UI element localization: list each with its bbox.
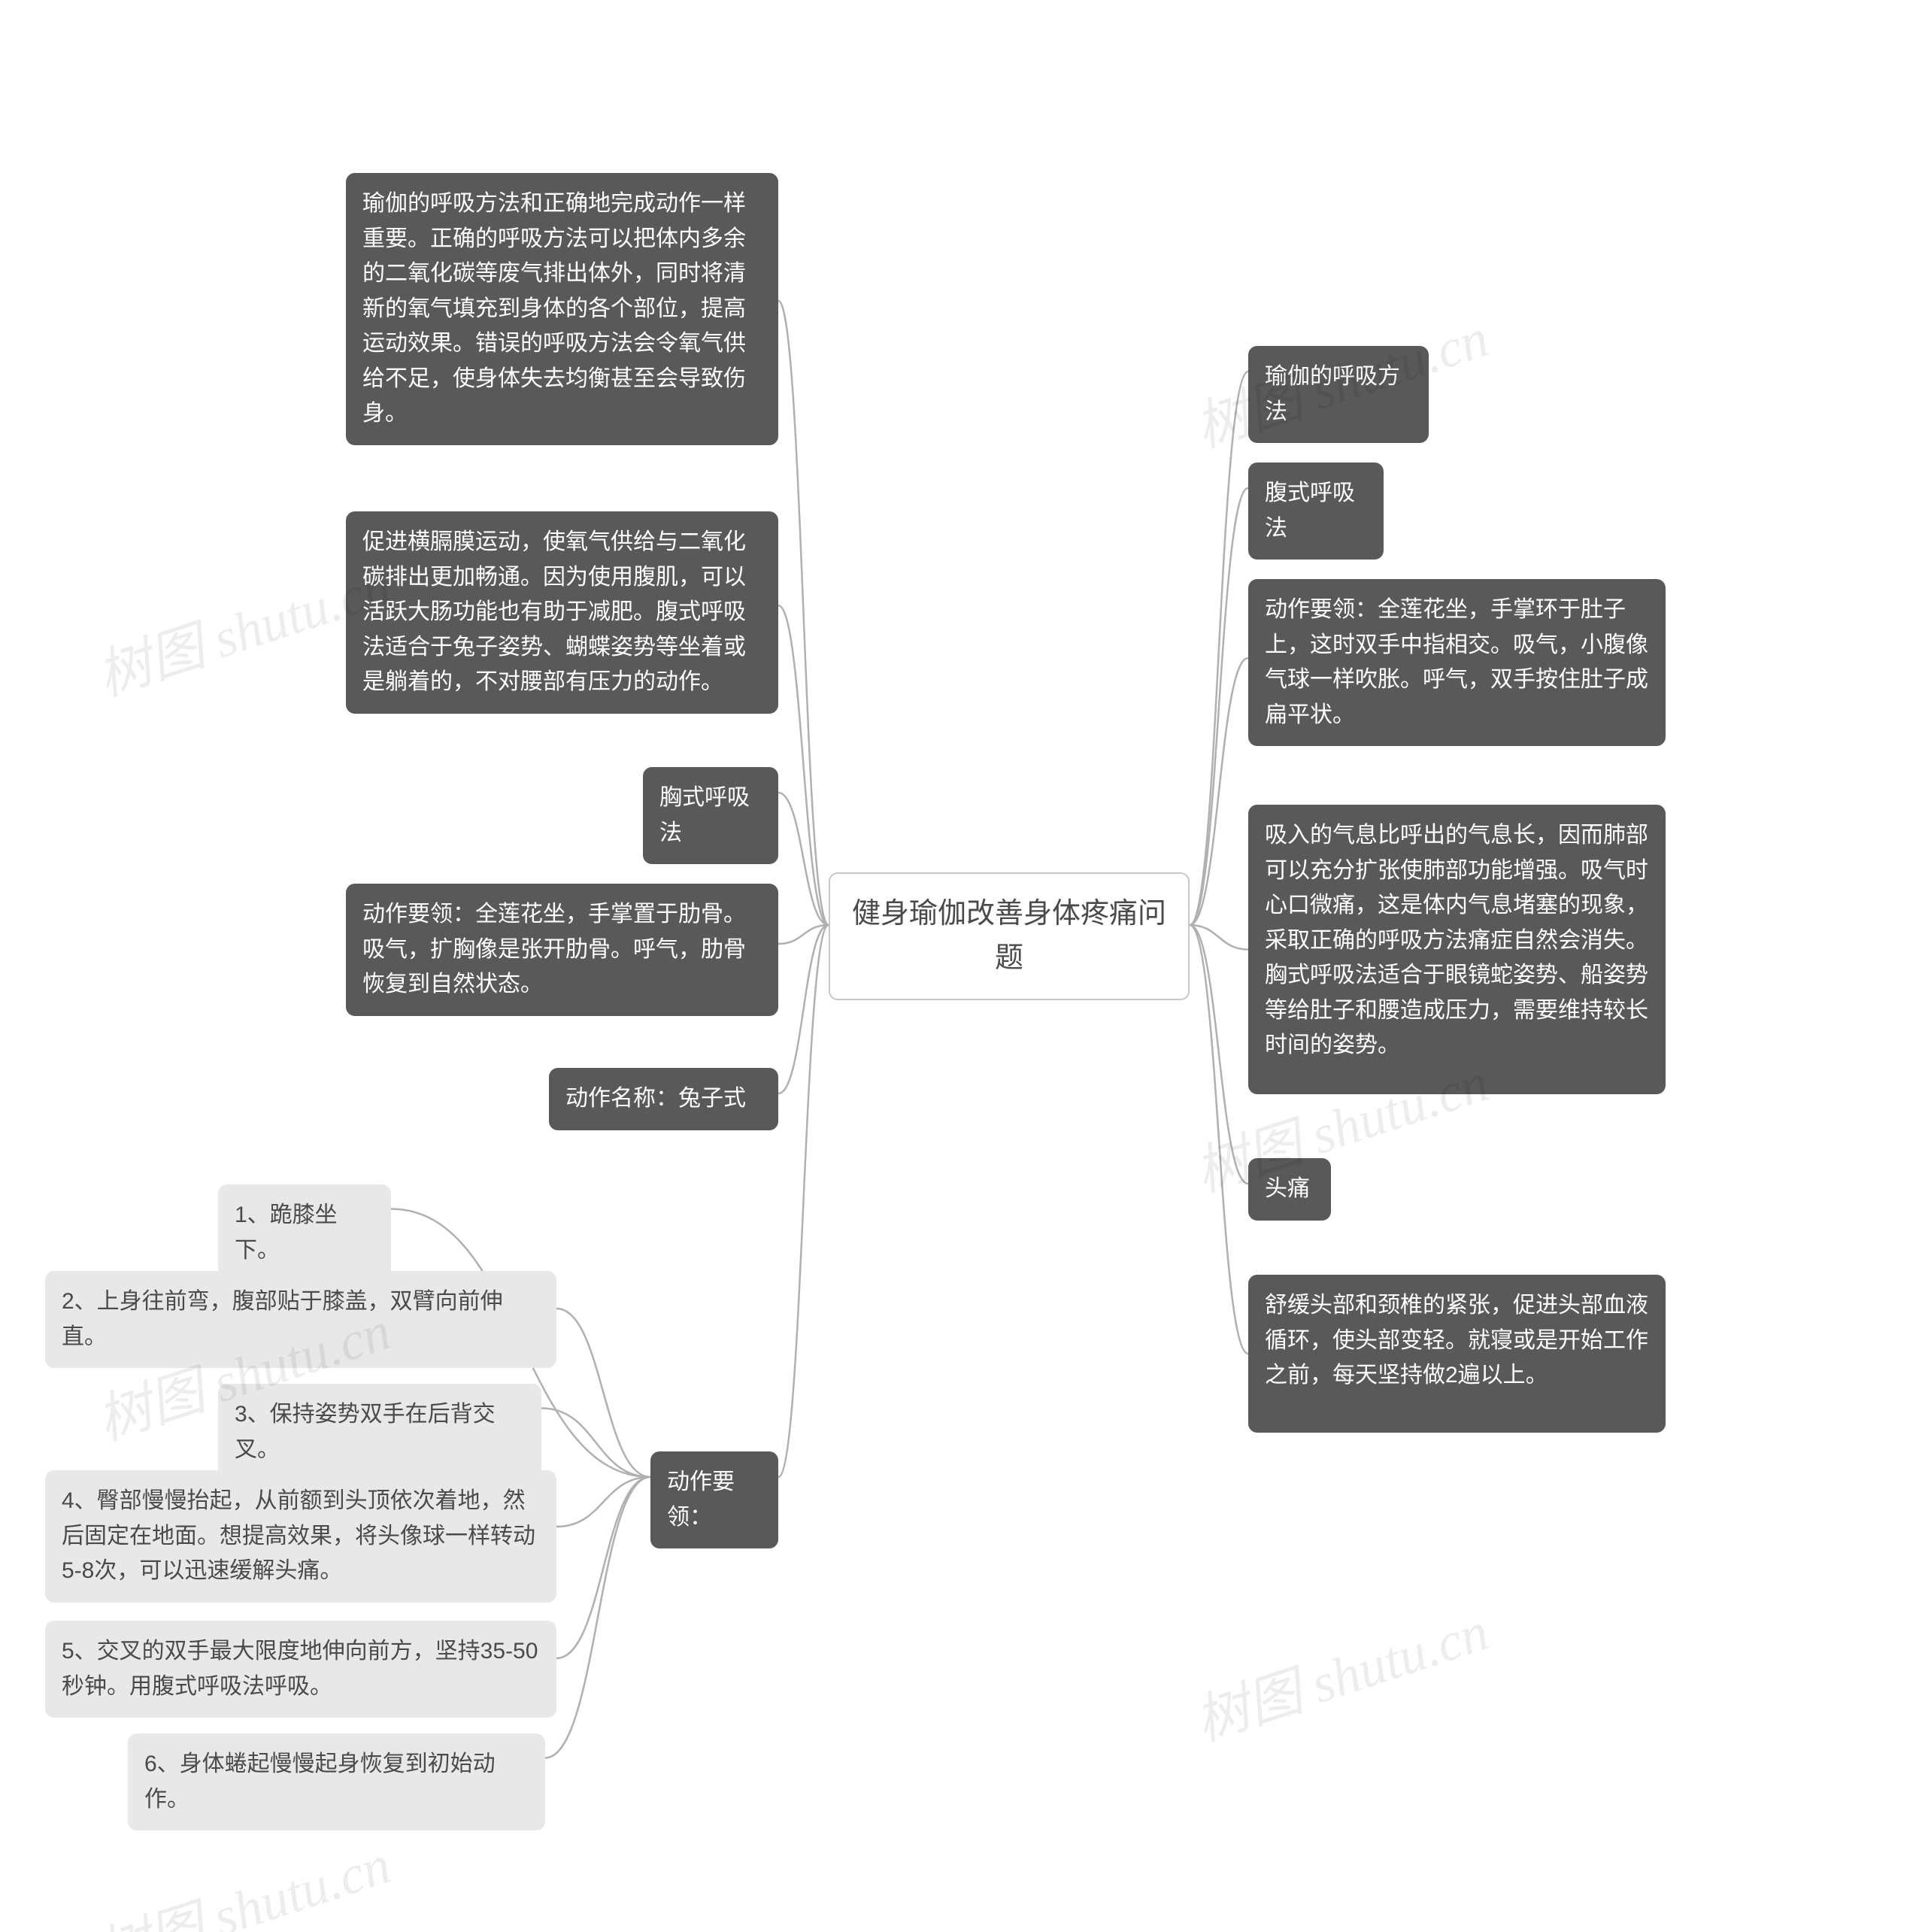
node-s5: 5、交叉的双手最大限度地伸向前方，坚持35-50秒钟。用腹式呼吸法呼吸。: [45, 1621, 556, 1718]
node-l5: 动作名称：兔子式: [549, 1068, 778, 1130]
node-s6: 6、身体蜷起慢慢起身恢复到初始动作。: [128, 1733, 545, 1830]
node-l2: 促进横膈膜运动，使氧气供给与二氧化碳排出更加畅通。因为使用腹肌，可以活跃大肠功能…: [346, 511, 778, 714]
node-l1: 瑜伽的呼吸方法和正确地完成动作一样重要。正确的呼吸方法可以把体内多余的二氧化碳等…: [346, 173, 778, 445]
node-s1: 1、跪膝坐下。: [218, 1184, 391, 1281]
node-s4: 4、臀部慢慢抬起，从前额到头顶依次着地，然后固定在地面。想提高效果，将头像球一样…: [45, 1470, 556, 1603]
node-s2: 2、上身往前弯，腹部贴于膝盖，双臂向前伸直。: [45, 1271, 556, 1368]
watermark: 树图 shutu.cn: [1184, 1587, 1497, 1756]
node-r3: 动作要领：全莲花坐，手掌环于肚子上，这时双手中指相交。吸气，小腹像气球一样吹胀。…: [1248, 579, 1666, 746]
node-r6: 舒缓头部和颈椎的紧张，促进头部血液循环，使头部变轻。就寝或是开始工作之前，每天坚…: [1248, 1275, 1666, 1433]
node-r5: 头痛: [1248, 1158, 1331, 1221]
node-r4: 吸入的气息比呼出的气息长，因而肺部可以充分扩张使肺部功能增强。吸气时心口微痛，这…: [1248, 805, 1666, 1094]
node-l4: 动作要领：全莲花坐，手掌置于肋骨。吸气，扩胸像是张开肋骨。呼气，肋骨恢复到自然状…: [346, 884, 778, 1016]
node-r1: 瑜伽的呼吸方法: [1248, 346, 1429, 443]
node-l3: 胸式呼吸法: [643, 767, 778, 864]
node-l6: 动作要领：: [650, 1451, 778, 1548]
watermark: 树图 shutu.cn: [86, 1820, 399, 1932]
node-s3: 3、保持姿势双手在后背交叉。: [218, 1384, 541, 1481]
node-r2: 腹式呼吸法: [1248, 463, 1384, 560]
node-root: 健身瑜伽改善身体疼痛问题: [829, 872, 1190, 1000]
